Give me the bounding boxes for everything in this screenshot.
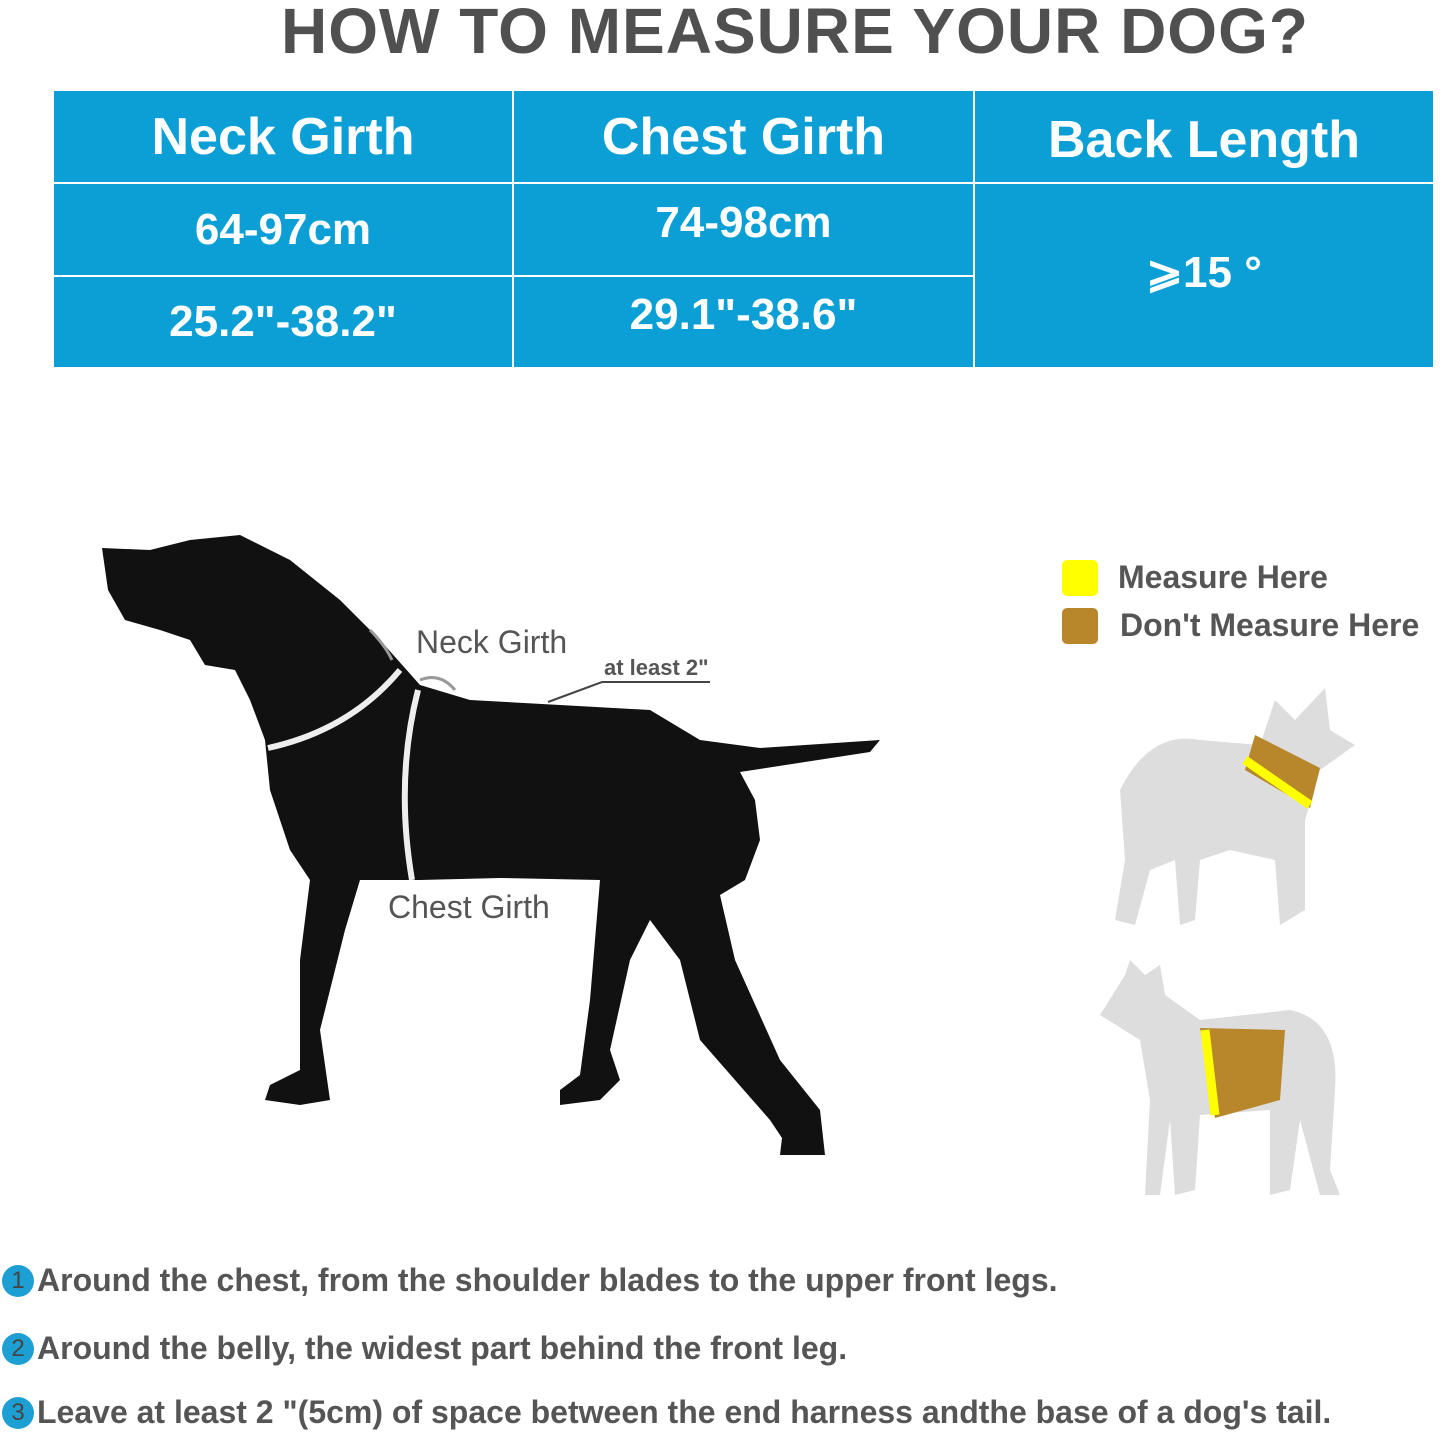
back-length-value: ⩾15 °	[975, 184, 1433, 367]
chest-cm: 74-98cm	[514, 184, 973, 275]
chest-girth-line	[401, 689, 421, 881]
neck-cm: 64-97cm	[54, 184, 512, 275]
step-text: Around the chest, from the shoulder blad…	[37, 1262, 1058, 1298]
header-chest-girth: Chest Girth	[514, 91, 973, 182]
neck-girth-label: Neck Girth	[416, 624, 568, 660]
chest-girth-label: Chest Girth	[388, 889, 550, 925]
neck-inch: 25.2"-38.2"	[54, 277, 512, 367]
step-3: 3 Leave at least 2 "(5cm) of space betwee…	[2, 1394, 1331, 1431]
step-2: 2 Around the belly, the widest part behin…	[2, 1330, 847, 1367]
page-title: HOW TO MEASURE YOUR DOG?	[281, 0, 1309, 67]
chest-inch: 29.1"-38.6"	[514, 277, 973, 367]
step-number-badge: 2	[2, 1332, 34, 1365]
step-number-badge: 3	[2, 1396, 34, 1429]
header-neck-girth: Neck Girth	[54, 91, 512, 182]
neck-girth-line	[267, 668, 403, 751]
step-text: Around the belly, the widest part behind…	[37, 1330, 848, 1366]
dog-belly-example	[1100, 960, 1340, 1195]
legend-measure-here: Measure Here	[1118, 559, 1328, 595]
legend-dont-measure: Don't Measure Here	[1120, 607, 1420, 643]
measure-here-swatch	[1062, 560, 1098, 596]
gap-label: at least 2"	[604, 655, 709, 680]
header-back-length: Back Length	[975, 91, 1433, 182]
dog-silhouette	[102, 535, 880, 1155]
neck-arrow-icon	[368, 628, 457, 691]
step-number-badge: 1	[2, 1264, 34, 1297]
step-1: 1 Around the chest, from the shoulder bla…	[2, 1262, 1058, 1299]
dog-neck-example	[1115, 688, 1355, 925]
gap-pointer-line	[547, 681, 710, 703]
step-text: Leave at least 2 "(5cm) of space between…	[37, 1394, 1332, 1430]
dont-measure-swatch	[1062, 608, 1098, 644]
